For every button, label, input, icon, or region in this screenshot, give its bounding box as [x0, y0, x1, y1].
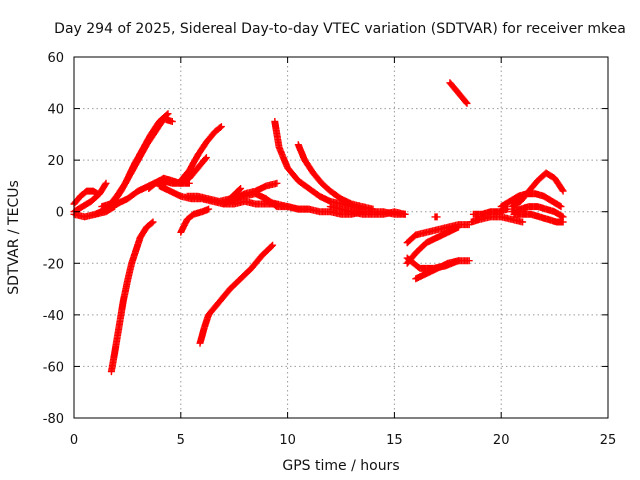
series-arc-17: [271, 118, 366, 213]
data-points-arc-07: [107, 218, 157, 376]
series-arc-06: [108, 115, 176, 208]
data-points-arc-18: [294, 141, 377, 213]
series-arc-28: [469, 205, 512, 218]
axis-ticks: 0 5 10 15 20 25 -80 -60 -40 -20 0 20 40 60: [43, 51, 617, 448]
series-arc-20: [326, 203, 409, 218]
series-arc-30: [508, 169, 567, 211]
series-arc-27: [467, 213, 527, 226]
series-arc-13: [177, 205, 213, 236]
data-points-arc-31: [508, 203, 567, 221]
series-arc-09: [151, 174, 193, 187]
x-axis-label: GPS time / hours: [282, 458, 399, 474]
y-tick-label: 60: [47, 51, 64, 66]
series-arc-26: [412, 257, 462, 283]
data-points-arc-28: [469, 205, 512, 218]
data-points-arc-26: [412, 257, 462, 283]
y-tick-label: -60: [43, 360, 64, 375]
x-tick-label: 25: [600, 433, 617, 448]
x-tick-label: 15: [386, 433, 403, 448]
x-tick-label: 5: [177, 433, 185, 448]
data-points-arc-27: [467, 213, 527, 226]
y-tick-label: 0: [56, 206, 64, 221]
x-tick-label: 20: [493, 433, 510, 448]
data-points-arc-32: [510, 210, 567, 226]
y-tick-label: -80: [43, 412, 64, 427]
data-points-arc-21: [431, 213, 441, 221]
plot-frame: [73, 56, 609, 419]
y-tick-label: 20: [47, 154, 64, 169]
y-tick-label: -20: [43, 257, 64, 272]
data-points-arc-13: [177, 205, 213, 236]
data-points: [70, 79, 567, 376]
data-points-arc-17: [271, 118, 366, 213]
data-points-arc-14: [196, 241, 277, 347]
data-points-arc-30: [508, 169, 567, 211]
series-arc-22: [446, 79, 471, 107]
data-points-arc-20: [326, 203, 409, 218]
y-axis-label: SDTVAR / TECUs: [6, 180, 22, 295]
series-arc-21: [431, 213, 441, 221]
data-points-arc-22: [446, 79, 471, 107]
series-arc-10: [177, 123, 225, 185]
y-tick-label: 40: [47, 103, 64, 118]
x-tick-label: 0: [70, 433, 78, 448]
x-tick-label: 10: [279, 433, 296, 448]
series-arc-07: [107, 218, 157, 376]
chart-title: Day 294 of 2025, Sidereal Day-to-day VTE…: [54, 21, 626, 37]
data-points-arc-09: [151, 174, 193, 187]
data-points-arc-10: [177, 123, 225, 185]
series-arc-31: [508, 203, 567, 221]
series-arc-18: [294, 141, 377, 213]
grid: [74, 57, 608, 418]
series-arc-32: [510, 210, 567, 226]
data-points-arc-06: [108, 115, 176, 208]
series-arc-14: [196, 241, 277, 347]
y-tick-label: -40: [43, 309, 64, 324]
